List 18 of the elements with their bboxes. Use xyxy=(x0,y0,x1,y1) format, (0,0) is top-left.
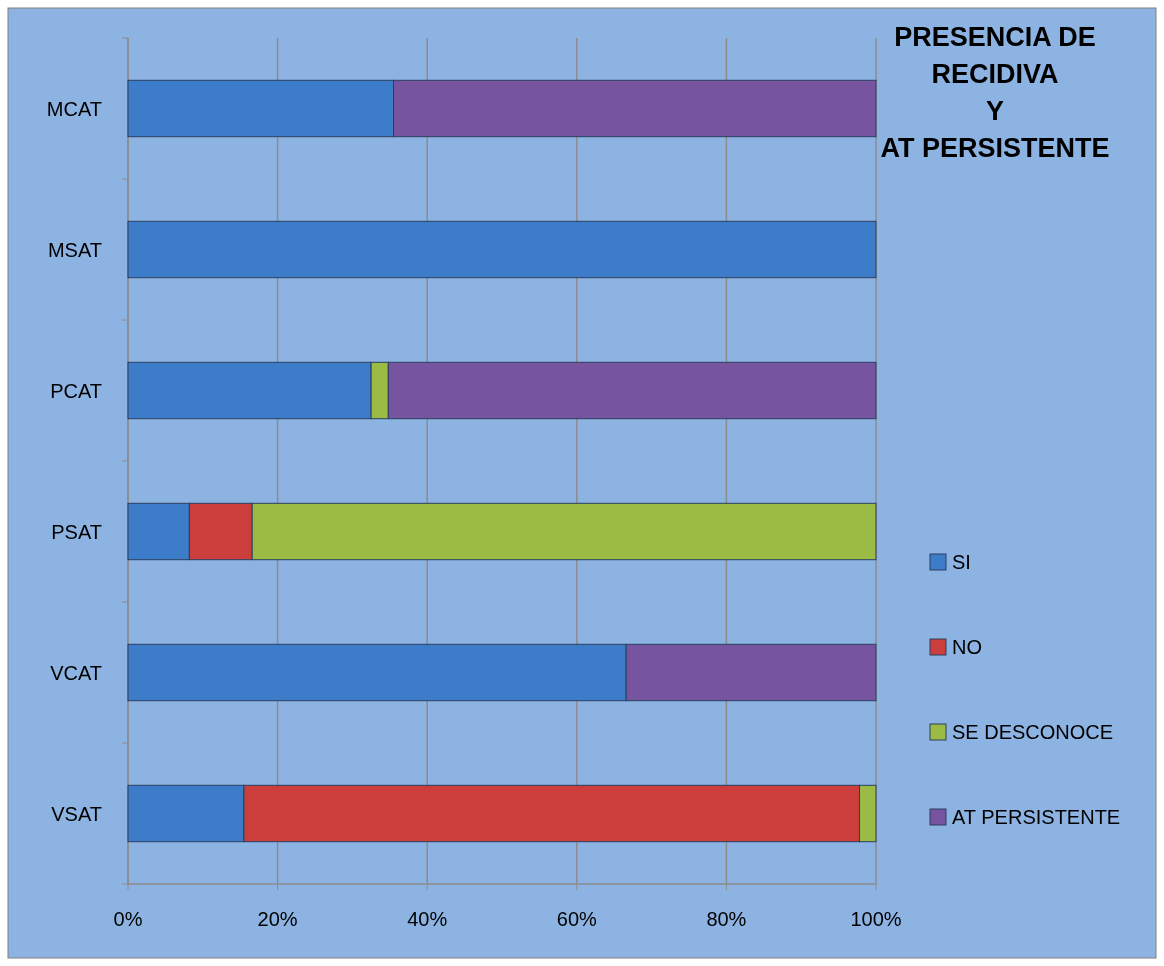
x-tick-label: 0% xyxy=(113,908,143,930)
legend-label: SI xyxy=(952,551,971,573)
x-tick-label: 40% xyxy=(407,908,448,930)
legend-label: AT PERSISTENTE xyxy=(952,806,1121,828)
y-tick-label: MSAT xyxy=(47,238,102,261)
x-tick-label: 100% xyxy=(850,908,902,930)
bar xyxy=(127,220,877,279)
x-tick-label: 20% xyxy=(257,908,298,930)
y-tick-label: PCAT xyxy=(50,379,102,402)
text: PRESENCIA DE RECIDIVA Y AT PERSISTENTE xyxy=(880,22,1110,163)
y-tick-label: VCAT xyxy=(50,661,102,684)
y-tick-label: VSAT xyxy=(51,802,102,825)
x-tick-label: 60% xyxy=(556,908,598,930)
legend-label: NO xyxy=(952,636,982,658)
x-tick-label: 80% xyxy=(706,908,747,930)
y-tick-label: MCAT xyxy=(46,97,102,120)
legend-label: SE DESCONOCE xyxy=(952,721,1114,743)
y-tick-label: PSAT xyxy=(51,520,102,543)
